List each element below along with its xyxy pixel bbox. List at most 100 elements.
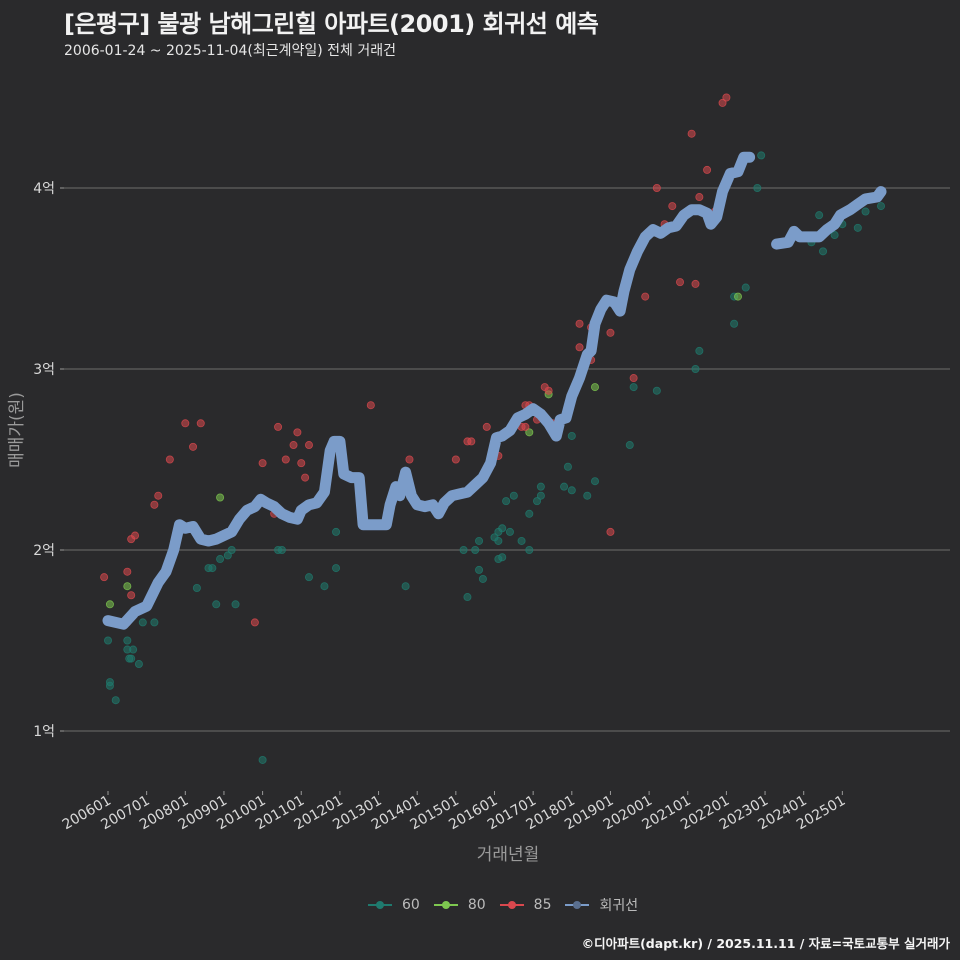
data-point bbox=[181, 419, 190, 428]
y-axis-label: 매매가(원) bbox=[7, 392, 27, 468]
data-point bbox=[123, 636, 132, 645]
data-point bbox=[258, 755, 267, 764]
data-point bbox=[861, 207, 870, 216]
data-point bbox=[533, 497, 542, 506]
data-point bbox=[575, 319, 584, 328]
data-point bbox=[494, 536, 503, 545]
data-point bbox=[123, 567, 132, 576]
data-point bbox=[105, 600, 114, 609]
legend-label: 60 bbox=[402, 897, 420, 913]
data-point bbox=[281, 455, 290, 464]
data-point bbox=[451, 455, 460, 464]
data-point bbox=[691, 364, 700, 373]
data-point bbox=[521, 422, 530, 431]
y-tick-label: 2억 bbox=[33, 543, 55, 559]
data-point bbox=[212, 600, 221, 609]
data-point bbox=[877, 202, 886, 211]
data-point bbox=[525, 428, 534, 437]
data-point bbox=[208, 564, 217, 573]
data-point bbox=[590, 477, 599, 486]
data-point bbox=[405, 455, 414, 464]
data-point bbox=[691, 279, 700, 288]
data-point bbox=[525, 509, 534, 518]
data-point bbox=[757, 151, 766, 160]
data-point bbox=[498, 553, 507, 562]
data-point bbox=[129, 645, 138, 654]
data-point bbox=[753, 183, 762, 192]
data-point bbox=[293, 428, 302, 437]
data-point bbox=[567, 431, 576, 440]
data-point bbox=[563, 462, 572, 471]
data-point bbox=[718, 98, 727, 107]
data-point bbox=[815, 211, 824, 220]
legend-swatch-icon bbox=[368, 899, 392, 911]
legend-swatch-icon bbox=[499, 899, 524, 911]
legend-item-80: 80 bbox=[433, 897, 486, 913]
data-point bbox=[471, 546, 480, 555]
data-point bbox=[676, 278, 685, 287]
data-point bbox=[629, 374, 638, 383]
data-point bbox=[590, 383, 599, 392]
data-point bbox=[544, 386, 553, 395]
data-point bbox=[165, 455, 174, 464]
data-point bbox=[560, 482, 569, 491]
data-point bbox=[127, 654, 136, 663]
data-point bbox=[830, 231, 839, 240]
data-point bbox=[467, 437, 476, 446]
legend-label: 85 bbox=[533, 897, 552, 913]
data-point bbox=[652, 386, 661, 395]
data-point bbox=[853, 223, 862, 232]
series-80 bbox=[105, 292, 742, 609]
data-point bbox=[216, 555, 225, 564]
data-point bbox=[475, 565, 484, 574]
data-point bbox=[366, 401, 375, 410]
data-point bbox=[127, 591, 136, 600]
data-point bbox=[668, 202, 677, 211]
data-point bbox=[297, 459, 306, 468]
data-point bbox=[625, 441, 634, 450]
data-point bbox=[332, 527, 341, 536]
x-axis-label: 거래년월 bbox=[477, 845, 540, 865]
data-point bbox=[606, 527, 615, 536]
legend-label: 80 bbox=[467, 897, 486, 913]
data-point bbox=[332, 564, 341, 573]
data-point bbox=[722, 93, 731, 102]
legend-item-60: 60 bbox=[368, 897, 420, 913]
data-point bbox=[482, 422, 491, 431]
data-point bbox=[320, 582, 329, 591]
data-point bbox=[104, 636, 113, 645]
data-point bbox=[189, 442, 198, 451]
data-point bbox=[459, 546, 468, 555]
data-point bbox=[231, 600, 240, 609]
data-point bbox=[502, 497, 511, 506]
data-point bbox=[583, 491, 592, 500]
regression-line bbox=[771, 186, 887, 250]
legend-label: 회귀선 bbox=[599, 898, 639, 914]
data-point bbox=[478, 574, 487, 583]
data-point bbox=[138, 618, 147, 627]
legend-item-regression: 회귀선 bbox=[565, 895, 638, 915]
data-point bbox=[131, 531, 140, 540]
y-tick-label: 3억 bbox=[33, 362, 55, 378]
data-point bbox=[463, 593, 472, 602]
data-point bbox=[629, 383, 638, 392]
data-point bbox=[505, 527, 514, 536]
data-point bbox=[401, 582, 410, 591]
regression-line bbox=[102, 151, 756, 630]
legend-swatch-icon bbox=[565, 899, 590, 911]
legend-item-85: 85 bbox=[499, 897, 552, 913]
data-point bbox=[250, 618, 259, 627]
data-point bbox=[134, 660, 143, 669]
data-point bbox=[498, 524, 507, 533]
data-point bbox=[304, 441, 313, 450]
y-tick-label: 4억 bbox=[33, 181, 55, 197]
data-point bbox=[509, 491, 518, 500]
data-point bbox=[730, 319, 739, 328]
data-point bbox=[301, 473, 310, 482]
data-point bbox=[525, 546, 534, 555]
data-point bbox=[536, 491, 545, 500]
data-point bbox=[154, 491, 163, 500]
data-point bbox=[150, 618, 159, 627]
data-point bbox=[277, 546, 286, 555]
data-point bbox=[575, 343, 584, 352]
